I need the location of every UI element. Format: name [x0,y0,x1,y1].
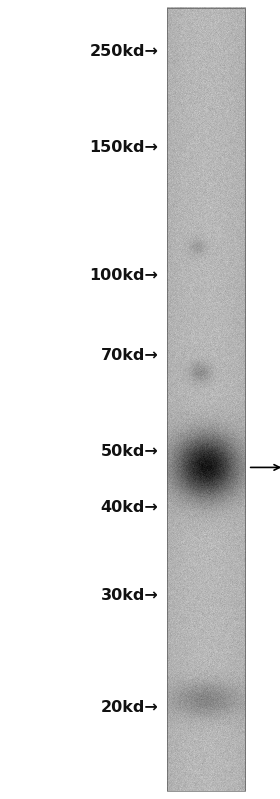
Text: 150kd→: 150kd→ [89,141,158,155]
Text: 250kd→: 250kd→ [89,45,158,59]
Text: 20kd→: 20kd→ [101,700,158,714]
Bar [167,8,245,791]
Bar [167,8,245,791]
Text: 30kd→: 30kd→ [101,588,158,602]
Text: 100kd→: 100kd→ [89,268,158,283]
Text: 70kd→: 70kd→ [101,348,158,363]
Text: 40kd→: 40kd→ [101,500,158,515]
Text: 50kd→: 50kd→ [101,444,158,459]
